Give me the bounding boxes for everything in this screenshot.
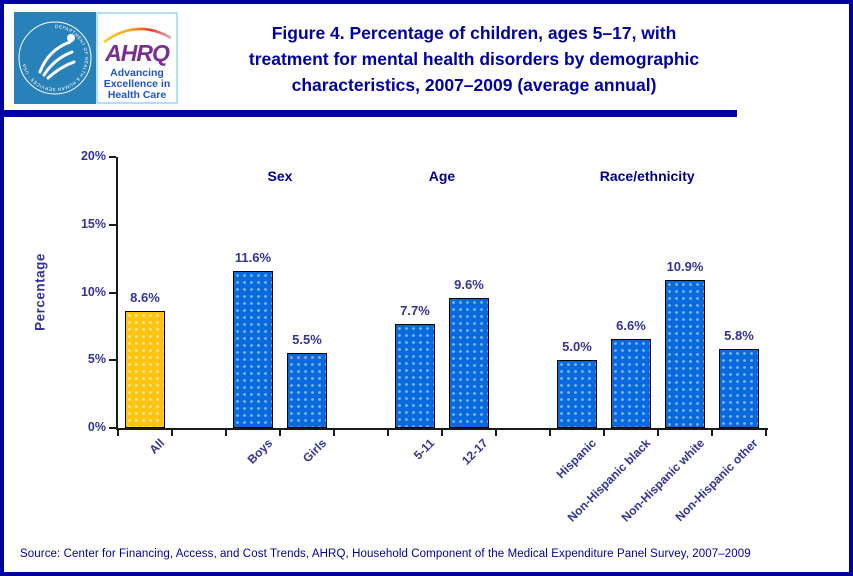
x-axis-line xyxy=(116,428,768,430)
ahrq-wordmark: AHRQ Advancing Excellence in Health Care xyxy=(96,12,178,104)
group-header-sex: Sex xyxy=(267,168,293,184)
x-category-label-boys: Boys xyxy=(244,436,275,467)
ahrq-acronym: AHRQ xyxy=(104,40,170,66)
y-axis-tick xyxy=(109,359,116,362)
bar-value-all: 8.6% xyxy=(130,290,160,306)
hhs-eagle-head xyxy=(67,34,75,42)
group-header-age: Age xyxy=(428,168,456,184)
bar-chart: Percentage 0% 5% 10% 15% 20% Sex Age Race/ethni… xyxy=(4,4,849,572)
bar-girls xyxy=(287,353,327,428)
x-axis-tick xyxy=(441,430,443,436)
bar-12-17 xyxy=(449,297,489,428)
bar-non-hispanic-white xyxy=(665,280,705,428)
rainbow-arc-icon xyxy=(103,27,172,44)
ahrq-tagline-line2: Excellence in xyxy=(104,78,171,90)
figure-title-line2: treatment for mental health disorders by… xyxy=(248,49,700,69)
group-header-race-ethnicity: Race/ethnicity xyxy=(599,168,695,184)
bar-value-non-hispanic-other: 5.8% xyxy=(724,328,754,344)
bar-all xyxy=(125,311,165,428)
x-axis-tick xyxy=(711,430,713,436)
bar-boys xyxy=(233,270,273,428)
y-axis-title: Percentage xyxy=(32,253,48,331)
figure-title: Figure 4. Percentage of children, ages 5… xyxy=(184,20,764,98)
y-axis-tick xyxy=(109,427,116,429)
x-category-label-hispanic: Hispanic xyxy=(553,436,599,482)
y-axis-tick xyxy=(109,223,116,226)
x-category-label-5-11: 5-11 xyxy=(410,436,437,463)
bar-value-girls: 5.5% xyxy=(292,332,322,348)
bar-value-boys: 11.6% xyxy=(234,249,272,265)
x-axis-tick xyxy=(387,430,389,436)
x-category-label-girls: Girls xyxy=(299,436,329,466)
figure-title-line1: Figure 4. Percentage of children, ages 5… xyxy=(271,23,677,43)
y-axis-tick-label: 10% xyxy=(80,284,106,299)
bar-non-hispanic-other xyxy=(719,349,759,428)
x-axis-tick xyxy=(495,430,497,436)
y-axis-tick xyxy=(109,156,116,158)
bar-value-12-17: 9.6% xyxy=(454,276,484,292)
bar-value-non-hispanic-black: 6.6% xyxy=(616,317,646,333)
bar-hispanic xyxy=(557,360,597,428)
x-category-label-12-17: 12-17 xyxy=(459,436,491,468)
y-axis-tick-label: 15% xyxy=(80,216,106,231)
y-axis-tick xyxy=(109,291,116,294)
bar-value-non-hispanic-white: 10.9% xyxy=(666,259,704,275)
y-axis-tick-label: 5% xyxy=(87,352,106,367)
x-axis-tick xyxy=(765,430,767,436)
x-axis-tick xyxy=(117,430,119,436)
bar-5-11 xyxy=(395,323,435,428)
ahrq-tagline-line3: Health Care xyxy=(108,89,167,101)
source-note: Source: Center for Financing, Access, an… xyxy=(20,548,751,560)
bar-non-hispanic-black xyxy=(611,338,651,428)
x-axis-tick xyxy=(225,430,227,436)
y-axis-tick-label: 20% xyxy=(80,149,106,163)
y-axis-tick-label: 0% xyxy=(87,420,106,434)
x-category-label-all: All xyxy=(146,436,167,457)
x-axis-tick xyxy=(171,430,173,436)
figure-title-line3: characteristics, 2007–2009 (average annu… xyxy=(291,75,657,95)
x-axis-tick xyxy=(333,430,335,436)
x-axis-tick xyxy=(279,430,281,436)
y-axis-line xyxy=(116,157,118,430)
hhs-seal: DEPARTMENT OF HEALTH & HUMAN SERVICES · … xyxy=(14,12,96,104)
x-axis-tick xyxy=(657,430,659,436)
ahrq-tagline-line1: Advancing xyxy=(110,67,164,79)
x-axis-tick xyxy=(549,430,551,436)
bar-value-hispanic: 5.0% xyxy=(562,339,592,355)
ahrq-hhs-logo: DEPARTMENT OF HEALTH & HUMAN SERVICES · … xyxy=(14,12,178,104)
hhs-eagle-icon xyxy=(38,40,76,80)
title-underline-bar xyxy=(4,110,737,117)
x-axis-tick xyxy=(603,430,605,436)
bar-value-5-11: 7.7% xyxy=(400,302,430,318)
